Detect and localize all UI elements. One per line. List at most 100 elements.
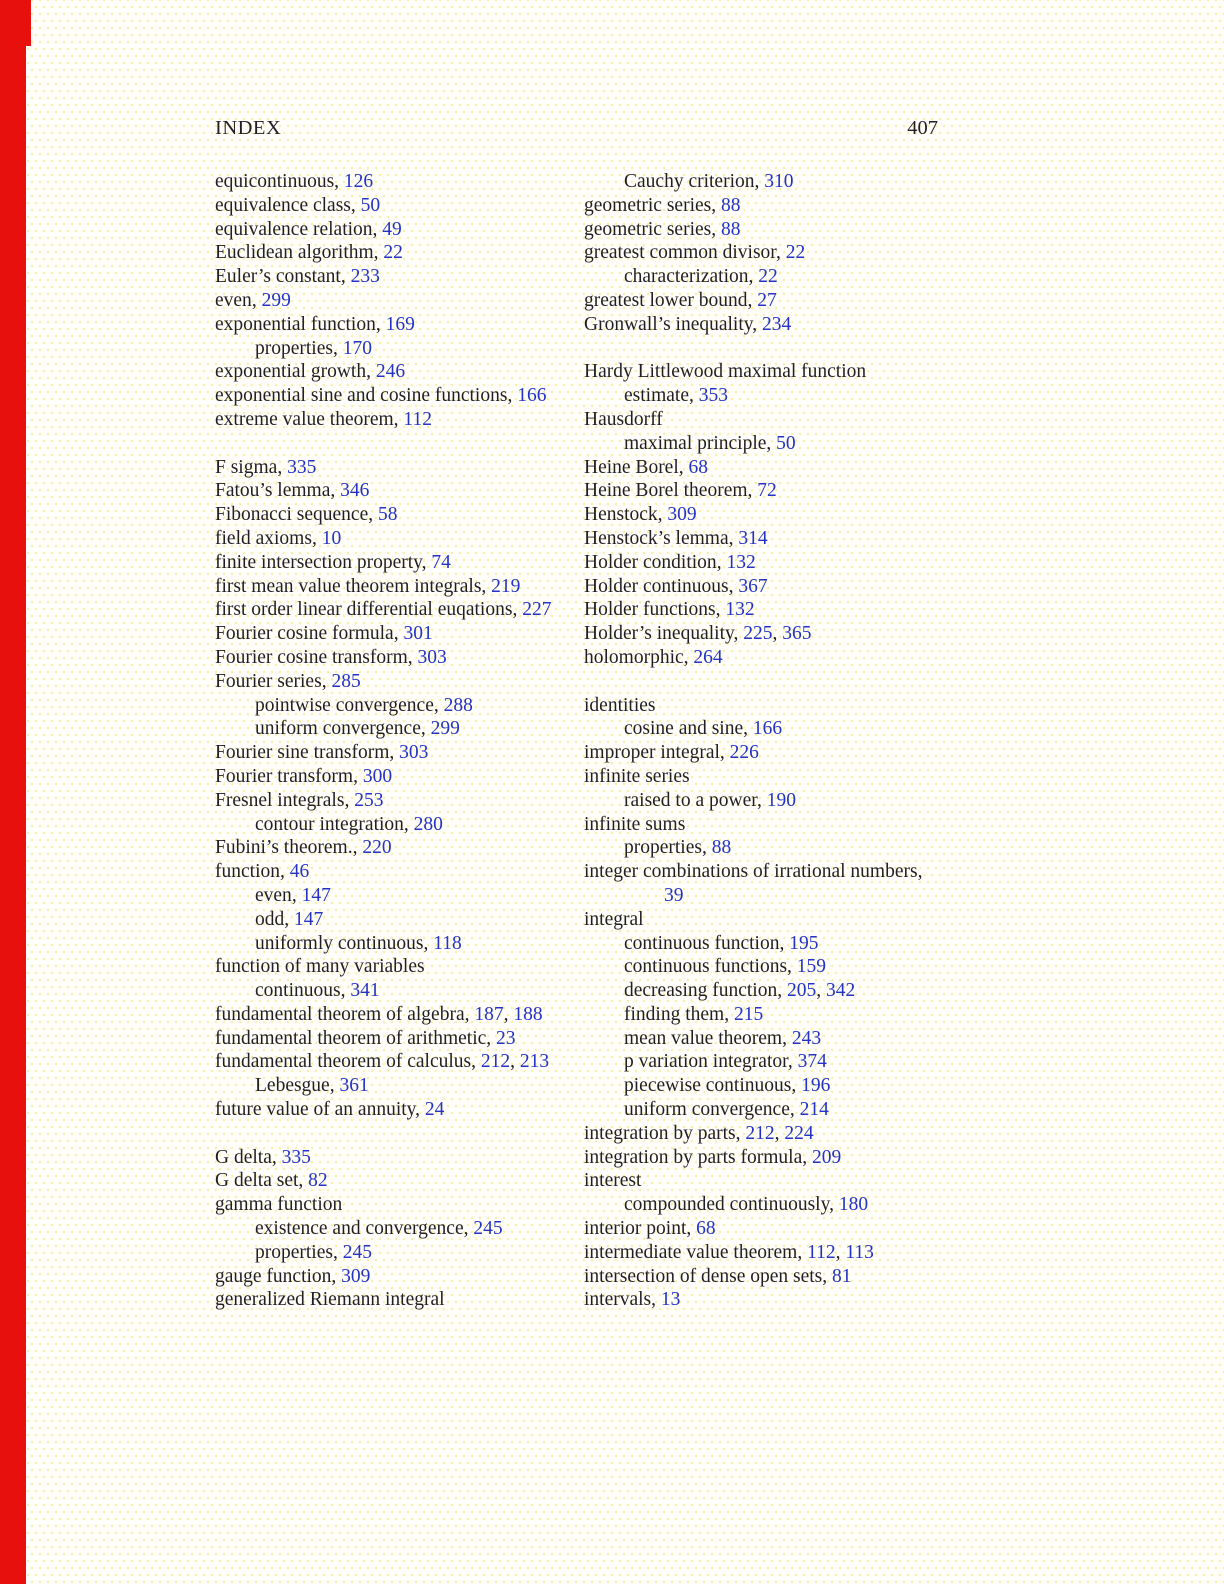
page-ref: 226	[729, 742, 759, 764]
entry-term: Gronwall’s inequality	[584, 313, 753, 335]
page-ref: 212	[480, 1051, 511, 1073]
index-entry: uniform convergence, 299	[215, 717, 584, 741]
index-entry: Euclidean algorithm, 22	[215, 241, 584, 265]
page-ref: 227	[522, 599, 552, 621]
entry-term: properties	[255, 1241, 333, 1263]
entry-separator: ,	[389, 742, 400, 764]
entry-separator: ,	[791, 1075, 802, 1097]
entry-term: existence and convergence	[255, 1218, 464, 1240]
page-ref: 147	[294, 908, 324, 930]
page-header: INDEX 407	[215, 116, 938, 140]
entry-separator: ,	[716, 551, 727, 573]
entry-term: Fubini’s theorem.	[215, 837, 353, 859]
page-ref: 314	[738, 527, 768, 549]
index-entry: Gronwall’s inequality, 234	[584, 313, 938, 337]
entry-term: odd	[255, 908, 285, 930]
index-entry: contour integration, 280	[215, 813, 584, 837]
page-ref: 346	[340, 480, 370, 502]
entry-separator: ,	[686, 1218, 697, 1240]
page-ref: 169	[385, 313, 415, 335]
entry-separator: ,	[486, 1027, 497, 1049]
index-entry: exponential sine and cosine functions, 1…	[215, 384, 584, 408]
entry-term: infinite sums	[584, 813, 686, 835]
entry-separator: ,	[797, 1241, 808, 1263]
index-entry: G delta, 335	[215, 1146, 584, 1170]
entry-term: properties	[255, 337, 333, 359]
entry-separator: ,	[774, 1122, 785, 1144]
entry-separator: ,	[329, 1075, 340, 1097]
entry-separator: ,	[816, 980, 826, 1002]
blank-line	[584, 670, 938, 694]
entry-separator: ,	[368, 504, 378, 526]
entry-separator: ,	[748, 266, 759, 288]
entry-term: Heine Borel	[584, 456, 679, 478]
page-ref: 50	[776, 432, 796, 454]
entry-term: Henstock’s lemma	[584, 527, 729, 549]
index-entry: Fourier cosine formula, 301	[215, 622, 584, 646]
entry-term: Cauchy criterion	[624, 171, 755, 192]
entry-term: greatest lower bound	[584, 289, 748, 311]
page-number: 407	[907, 117, 938, 139]
index-entry: characterization, 22	[584, 265, 938, 289]
entry-term: gauge function	[215, 1265, 332, 1287]
entry-separator: ,	[423, 932, 434, 954]
page-ref: 335	[281, 1146, 311, 1168]
index-entry: Holder functions, 132	[584, 598, 938, 622]
entry-term: first order linear differential euqation…	[215, 599, 513, 621]
page-ref: 180	[838, 1194, 869, 1216]
entry-term: geometric series	[584, 218, 712, 240]
entry-separator: ,	[766, 432, 777, 454]
entry-separator: ,	[715, 599, 726, 621]
entry-separator: ,	[657, 504, 668, 526]
index-entry: cosine and sine, 166	[584, 717, 938, 741]
page-ref: 118	[433, 932, 462, 954]
entry-term: future value of an annuity	[215, 1099, 416, 1121]
entry-term: Fourier cosine transform	[215, 646, 408, 668]
index-entry: interest	[584, 1169, 938, 1193]
entry-separator: ,	[277, 456, 288, 478]
entry-separator: ,	[747, 289, 758, 311]
blank-line	[215, 1122, 584, 1146]
page-title: INDEX	[215, 117, 282, 139]
page-ref: 209	[811, 1146, 842, 1168]
entry-term: continuous function	[624, 932, 780, 954]
page-ref: 159	[796, 956, 827, 978]
entry-separator: ,	[678, 456, 689, 478]
page-ref: 195	[789, 932, 819, 954]
entry-separator: ,	[747, 480, 758, 502]
entry-term: F sigma	[215, 456, 278, 478]
entry-separator: ,	[724, 1003, 734, 1025]
entry-term: pointwise convergence	[255, 694, 434, 716]
entry-term: piecewise continuous	[624, 1075, 792, 1097]
page-ref: 49	[382, 218, 402, 240]
page-ref: 309	[341, 1265, 371, 1287]
index-entry: even, 299	[215, 289, 584, 313]
entry-separator: ,	[711, 218, 721, 240]
index-entry: geometric series, 88	[584, 194, 938, 218]
index-entry: Heine Borel, 68	[584, 456, 938, 480]
entry-term: G delta	[215, 1146, 272, 1168]
index-entry: Hardy Littlewood maximal function	[584, 360, 938, 384]
index-entry: Fourier series, 285	[215, 670, 584, 694]
page-ref: 74	[431, 551, 451, 573]
entry-separator: ,	[829, 1194, 839, 1216]
entry-separator: ,	[393, 623, 404, 645]
page-ref: 299	[430, 718, 460, 740]
entry-separator: ,	[756, 789, 767, 811]
entry-separator: ,	[728, 527, 739, 549]
entry-term: continuous	[255, 980, 341, 1002]
page-ref: 126	[343, 171, 374, 192]
index-entry: p variation integrator, 374	[584, 1050, 938, 1074]
index-column-right: Cauchy criterion, 310 geometric series, 8…	[584, 170, 938, 1312]
page-ref: 39	[664, 884, 684, 906]
index-entry: pointwise convergence, 288	[215, 694, 584, 718]
index-entry: G delta set, 82	[215, 1169, 584, 1193]
index-entry: exponential growth, 246	[215, 360, 584, 384]
index-entry: Fatou’s lemma, 346	[215, 479, 584, 503]
entry-separator: ,	[420, 718, 431, 740]
entry-separator: ,	[711, 194, 721, 216]
page-ref: 27	[757, 289, 777, 311]
entry-separator: ,	[298, 1170, 309, 1192]
page-ref: 112	[807, 1241, 836, 1263]
